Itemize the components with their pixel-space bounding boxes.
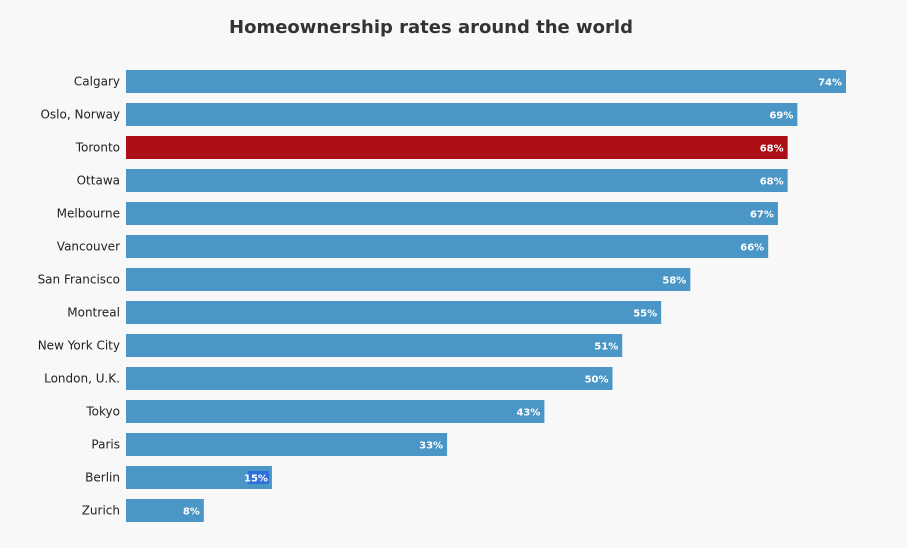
bar-montreal[interactable] (126, 301, 662, 324)
category-label-paris: Paris (91, 438, 120, 452)
value-label-melbourne: 67% (750, 210, 774, 221)
category-label-san-francisco: San Francisco (38, 273, 120, 287)
bar-vancouver[interactable] (126, 235, 769, 258)
value-label-zurich: 8% (183, 507, 200, 518)
value-label-san-francisco: 58% (662, 276, 686, 287)
category-label-vancouver: Vancouver (57, 240, 120, 254)
value-label-ottawa: 68% (760, 177, 784, 188)
bar-toronto[interactable] (126, 136, 788, 159)
category-label-calgary: Calgary (74, 75, 120, 89)
category-label-london-u-k: London, U.K. (44, 372, 120, 386)
value-label-montreal: 55% (633, 309, 657, 320)
value-label-berlin: 15% (244, 474, 268, 485)
category-label-zurich: Zurich (82, 504, 120, 518)
bar-london-u-k[interactable] (126, 367, 613, 390)
bar-calgary[interactable] (126, 70, 847, 93)
bar-oslo-norway[interactable] (126, 103, 798, 126)
category-label-tokyo: Tokyo (85, 405, 120, 419)
value-label-paris: 33% (419, 441, 443, 452)
chart-title: Homeownership rates around the world (229, 17, 633, 38)
category-label-melbourne: Melbourne (57, 207, 120, 221)
bar-ottawa[interactable] (126, 169, 788, 192)
value-label-vancouver: 66% (740, 243, 764, 254)
category-label-ottawa: Ottawa (77, 174, 120, 188)
category-label-toronto: Toronto (75, 141, 120, 155)
category-label-berlin: Berlin (85, 471, 120, 485)
value-label-london-u-k: 50% (585, 375, 609, 386)
bar-tokyo[interactable] (126, 400, 545, 423)
category-label-new-york-city: New York City (38, 339, 120, 353)
category-label-montreal: Montreal (67, 306, 120, 320)
value-label-selection-berlin (247, 471, 269, 484)
bar-paris[interactable] (126, 433, 448, 456)
value-label-oslo-norway: 69% (769, 111, 793, 122)
bar-berlin[interactable] (126, 466, 272, 489)
value-label-toronto: 68% (760, 144, 784, 155)
bar-new-york-city[interactable] (126, 334, 623, 357)
category-label-oslo-norway: Oslo, Norway (40, 108, 120, 122)
value-label-new-york-city: 51% (594, 342, 618, 353)
value-label-calgary: 74% (818, 78, 842, 89)
bar-san-francisco[interactable] (126, 268, 691, 291)
value-label-tokyo: 43% (516, 408, 540, 419)
bar-melbourne[interactable] (126, 202, 778, 225)
bar-zurich[interactable] (126, 499, 204, 522)
